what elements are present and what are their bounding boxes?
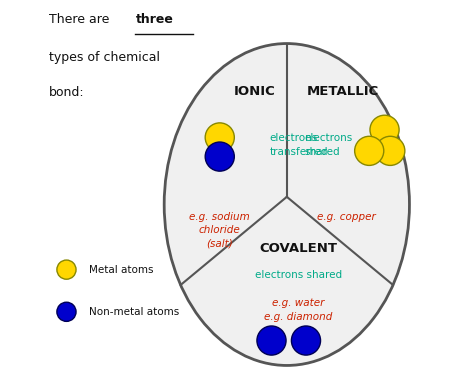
Ellipse shape (164, 44, 410, 366)
Circle shape (292, 326, 320, 355)
Circle shape (257, 326, 286, 355)
Circle shape (57, 260, 76, 279)
Text: IONIC: IONIC (233, 85, 275, 98)
Circle shape (57, 302, 76, 322)
Text: electrons
shared: electrons shared (304, 134, 352, 157)
Text: COVALENT: COVALENT (259, 242, 337, 255)
Text: types of chemical: types of chemical (49, 51, 160, 64)
Text: e.g. sodium
chloride
(salt): e.g. sodium chloride (salt) (190, 212, 250, 249)
Text: Metal atoms: Metal atoms (90, 265, 154, 275)
Text: There are: There are (49, 13, 114, 26)
Text: electrons
transferred: electrons transferred (270, 134, 328, 157)
Text: METALLIC: METALLIC (306, 85, 379, 98)
Text: bond:: bond: (49, 86, 85, 99)
Circle shape (376, 136, 405, 166)
Circle shape (355, 136, 384, 166)
Text: electrons shared: electrons shared (255, 270, 342, 280)
Circle shape (205, 123, 234, 152)
Text: Non-metal atoms: Non-metal atoms (90, 307, 180, 317)
Circle shape (370, 115, 399, 144)
Text: three: three (136, 13, 173, 26)
Text: e.g. copper: e.g. copper (317, 212, 375, 222)
Text: e.g. water
e.g. diamond: e.g. water e.g. diamond (264, 298, 332, 322)
Circle shape (205, 142, 234, 171)
